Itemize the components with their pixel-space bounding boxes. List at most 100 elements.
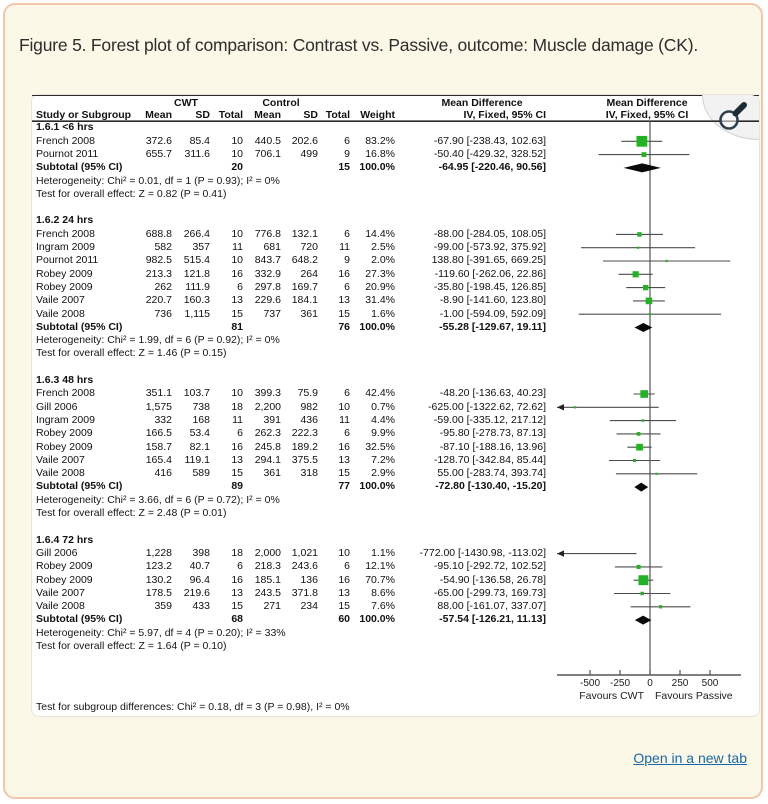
subtotal-diamond	[634, 615, 652, 625]
cwt-total: 16	[231, 267, 243, 280]
study-row: Robey 2009 123.2 40.7 6 218.3 243.6 6 12.1% -95.…	[32, 560, 759, 573]
weight: 7.6%	[371, 600, 395, 613]
col-ci-text: IV, Fixed, 95% CI	[463, 109, 546, 121]
cwt-sd: 82.1	[189, 440, 210, 453]
control-mean: 399.3	[254, 387, 281, 400]
weight: 12.1%	[365, 560, 395, 573]
effect-square	[573, 406, 577, 409]
cwt-total: 11	[232, 413, 243, 426]
control-sd: 499	[300, 147, 318, 160]
weight: 83.2%	[365, 134, 395, 147]
effect-square	[636, 432, 641, 436]
control-total: 10	[338, 546, 350, 559]
control-mean: 2,000	[254, 546, 281, 559]
cwt-total: 10	[231, 147, 243, 160]
cwt-mean: 332	[154, 413, 172, 426]
control-mean: 245.8	[254, 440, 281, 453]
control-total: 16	[338, 267, 350, 280]
cwt-total: 10	[231, 387, 243, 400]
clip-arrow-left	[557, 550, 564, 557]
study-name: Vaile 2007	[36, 294, 85, 307]
open-in-new-tab-link[interactable]: Open in a new tab	[633, 750, 747, 766]
effect-square	[632, 271, 639, 278]
study-name: Vaile 2007	[36, 586, 85, 599]
subtotal-label: Subtotal (95% CI)	[36, 161, 123, 174]
subgroup-header-row: 1.6.3 48 hrs	[32, 374, 759, 387]
cwt-mean: 982.5	[145, 254, 172, 267]
col-sd-cwt: SD	[195, 109, 210, 121]
control-mean: 2,200	[254, 400, 281, 413]
subtotal-diamond	[634, 323, 653, 332]
group1-header: CWT	[174, 97, 198, 109]
cwt-sd: 40.7	[189, 560, 210, 573]
control-total: 13	[338, 294, 350, 307]
subtotal-control-total: 60	[338, 613, 350, 626]
cwt-mean: 165.4	[145, 453, 172, 466]
table-header: CWT Control Mean Difference Mean Differe…	[32, 95, 759, 716]
cwt-total: 10	[231, 134, 243, 147]
control-mean: 391	[263, 413, 281, 426]
cwt-sd: 433	[192, 600, 210, 613]
control-mean: 681	[263, 241, 281, 254]
cwt-sd: 111.9	[185, 280, 210, 293]
overall-effect-text: Test for overall effect: Z = 1.46 (P = 0…	[36, 347, 227, 360]
study-row: Vaile 2007 220.7 160.3 13 229.6 184.1 13 31.4% -…	[32, 294, 759, 307]
control-total: 9	[344, 147, 350, 160]
md-ci-text: -35.80 [-198.45, 126.85]	[433, 280, 546, 293]
study-row: Robey 2009 262 111.9 6 297.8 169.7 6 20.9% -35.8…	[32, 281, 759, 294]
control-sd: 264	[300, 267, 318, 280]
study-name: French 2008	[36, 134, 95, 147]
control-total: 15	[338, 467, 350, 480]
study-name: Robey 2009	[36, 573, 93, 586]
favours-left-label: Favours CWT	[579, 690, 644, 702]
study-row: Vaile 2008 736 1,115 15 737 361 15 1.6% -1.00 [-…	[32, 308, 759, 321]
control-sd: 184.1	[291, 294, 318, 307]
subtotal-cwt-total: 68	[231, 613, 243, 626]
md-ci-text: -95.80 [-278.73, 87.13]	[439, 427, 546, 440]
study-row: Pournot 2011 982.5 515.4 10 843.7 648.2 9 2.0% 1…	[32, 254, 759, 267]
control-sd: 222.3	[291, 427, 318, 440]
control-sd: 169.7	[291, 280, 318, 293]
weight: 16.8%	[365, 147, 395, 160]
weight: 0.7%	[371, 400, 395, 413]
md-ci-text: -65.00 [-299.73, 169.73]	[433, 586, 546, 599]
effect-square	[645, 297, 653, 305]
study-name: Vaile 2008	[36, 307, 85, 320]
cwt-sd: 53.4	[189, 427, 210, 440]
overall-effect-text: Test for overall effect: Z = 1.64 (P = 0…	[36, 640, 227, 653]
table-top-rule	[32, 95, 759, 96]
figure-card: Figure 5. Forest plot of comparison: Con…	[3, 3, 763, 799]
subtotal-cwt-total: 81	[231, 320, 243, 333]
control-sd: 136	[300, 573, 318, 586]
overall-effect-note: Test for overall effect: Z = 0.82 (P = 0…	[32, 188, 759, 201]
study-name: Robey 2009	[36, 280, 93, 293]
heterogeneity-note: Heterogeneity: Chi² = 1.99, df = 6 (P = …	[32, 334, 759, 347]
control-mean: 271	[263, 600, 281, 613]
control-mean: 294.1	[254, 453, 281, 466]
cwt-sd: 96.4	[189, 573, 210, 586]
subtotal-label: Subtotal (95% CI)	[36, 613, 123, 626]
control-total: 10	[338, 400, 350, 413]
cwt-sd: 1,115	[184, 307, 211, 320]
cwt-total: 13	[231, 294, 243, 307]
cwt-total: 13	[231, 453, 243, 466]
study-row: Gill 2006 1,575 738 18 2,200 982 10 0.7% -625.00…	[32, 401, 759, 414]
control-total: 16	[338, 440, 350, 453]
control-sd: 243.6	[291, 560, 318, 573]
weight: 4.4%	[371, 413, 395, 426]
study-row: Pournot 2011 655.7 311.6 10 706.1 499 9 16.8% -5…	[32, 148, 759, 161]
md-ci-text: 138.80 [-391.65, 669.25]	[431, 254, 546, 267]
cwt-sd: 515.4	[183, 254, 210, 267]
cwt-sd: 738	[192, 400, 210, 413]
weight: 70.7%	[365, 573, 395, 586]
subgroup-difference-test: Test for subgroup differences: Chi² = 0.…	[36, 701, 350, 713]
control-mean: 737	[263, 307, 281, 320]
cwt-mean: 655.7	[145, 147, 172, 160]
cwt-mean: 130.2	[145, 573, 172, 586]
cwt-mean: 582	[154, 241, 172, 254]
effect-square	[632, 458, 637, 463]
magnifier-icon[interactable]	[713, 97, 753, 137]
col-weight: Weight	[360, 109, 395, 121]
control-mean: 776.8	[254, 227, 281, 240]
subtotal-cwt-total: 20	[231, 161, 243, 174]
